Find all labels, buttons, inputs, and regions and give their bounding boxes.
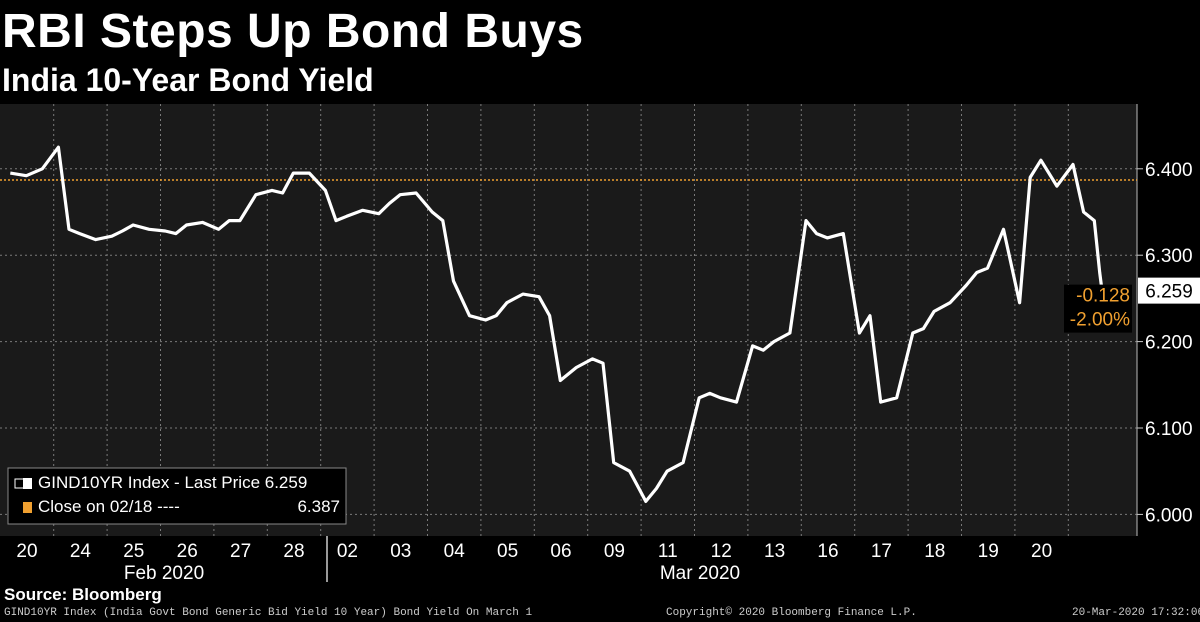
x-tick-label: 16 [817,541,838,562]
x-tick-label: 09 [604,541,625,562]
legend-label: Close on 02/18 ---- [38,497,180,516]
y-axis: 6.400 6.300 6.200 6.100 6.000 [1136,104,1193,536]
footer-copyright: Copyright© 2020 Bloomberg Finance L.P. [666,607,917,619]
price-series-line [10,145,1112,503]
x-tick-label: 24 [70,541,92,562]
change-annotation-box [1064,284,1132,333]
y-tick-label: 6.400 [1145,160,1193,181]
x-tick-label: 28 [283,541,304,562]
footer-timestamp: 20-Mar-2020 17:32:06 [1072,607,1200,619]
x-tick-label: 18 [924,541,945,562]
chart-subtitle: India 10-Year Bond Yield [2,62,374,98]
change-absolute: -0.128 [1076,286,1130,307]
x-tick-label: 04 [444,541,466,562]
legend-label: GIND10YR Index - Last Price 6.259 [38,473,307,492]
legend-swatch-close [23,502,32,513]
x-tick-label: 20 [1031,541,1052,562]
legend-value: 6.387 [297,497,340,516]
y-tick-label: 6.200 [1145,333,1193,354]
x-tick-label: 03 [390,541,411,562]
month-label: Mar 2020 [660,563,740,584]
x-tick-label: 20 [16,541,37,562]
x-tick-label: 06 [550,541,571,562]
change-percent: -2.00% [1070,310,1130,331]
x-tick-label: 13 [764,541,785,562]
y-tick-label: 6.300 [1145,246,1193,267]
x-tick-label: 12 [711,541,732,562]
footer-description: GIND10YR Index (India Govt Bond Generic … [4,607,533,619]
last-price-box [1138,277,1200,304]
x-tick-label: 11 [658,541,678,562]
x-tick-label: 05 [497,541,518,562]
x-axis: 20 24 25 26 27 28 02 03 04 05 06 09 11 12 13 16 17 18 19 20… [16,536,1052,584]
x-tick-label: 25 [123,541,144,562]
legend: GIND10YR Index - Last Price 6.259 Close o… [7,467,347,525]
legend-swatch-last-price [14,478,25,489]
y-tick-label: 6.000 [1145,505,1193,526]
x-tick-label: 26 [177,541,198,562]
chart-title: RBI Steps Up Bond Buys [2,5,584,58]
y-tick-label: 6.100 [1145,419,1193,440]
plot-area [0,104,1137,536]
source-label: Source: Bloomberg [4,585,162,604]
series-layer: 6.259 -0.128 -2.00% [0,145,1200,503]
legend-swatch-fill [23,478,32,489]
x-tick-label: 17 [871,541,892,562]
month-label: Feb 2020 [124,563,204,584]
x-tick-label: 27 [230,541,251,562]
legend-box [7,467,347,525]
x-tick-label: 02 [337,541,358,562]
last-price-label: 6.259 [1145,282,1193,303]
x-tick-label: 19 [978,541,999,562]
